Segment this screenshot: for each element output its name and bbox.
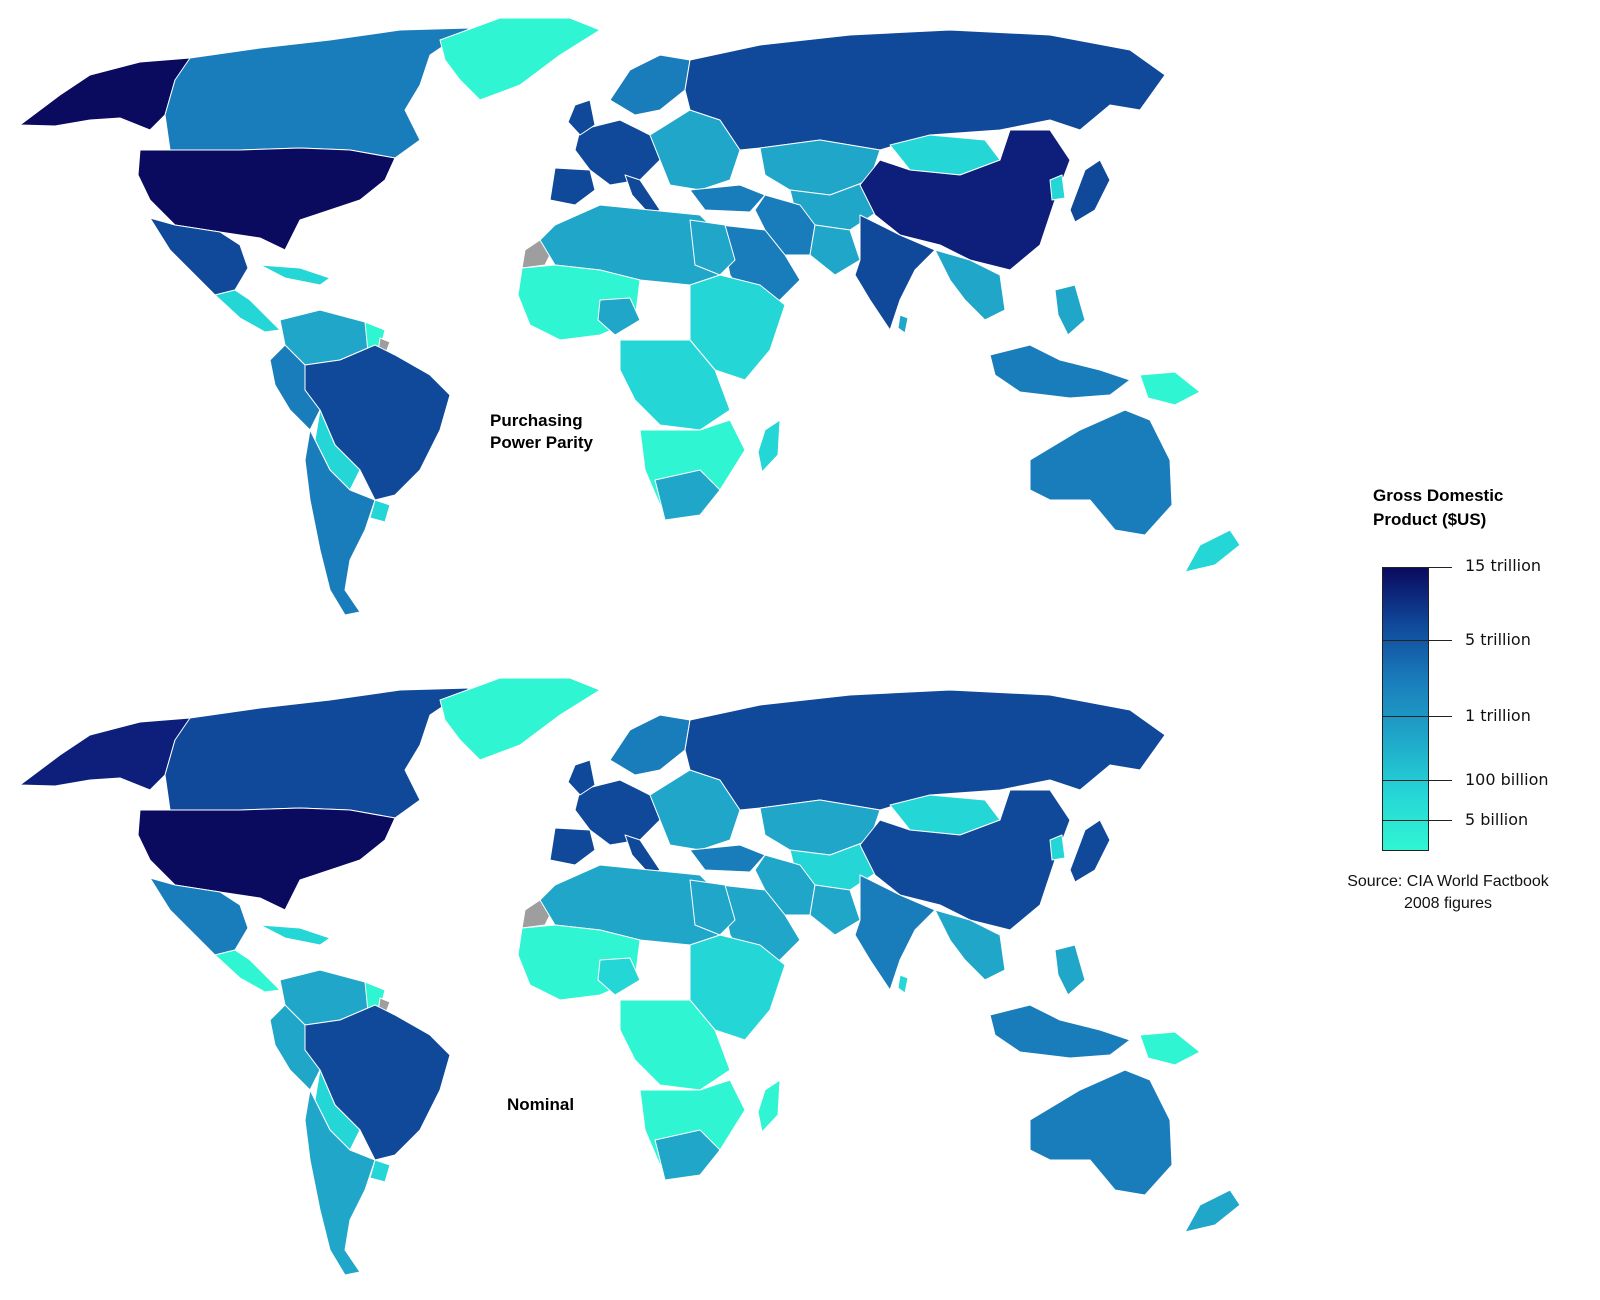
source-line1: Source: CIA World Factbook	[1347, 873, 1549, 890]
country-papua-new-guinea	[1139, 1031, 1201, 1066]
country-argentina	[304, 1089, 376, 1276]
country-usa	[137, 807, 396, 911]
country-nigeria	[597, 297, 641, 336]
country-afghanistan-pakistan	[809, 224, 861, 276]
country-south-africa	[654, 469, 721, 521]
legend-tick-label: 5 billion	[1465, 810, 1529, 829]
country-uruguay	[369, 1159, 391, 1183]
legend-tick-label: 1 trillion	[1465, 706, 1531, 725]
source-line2: 2008 figures	[1403, 895, 1493, 912]
country-indonesia	[989, 1004, 1131, 1059]
country-nigeria	[597, 957, 641, 996]
country-central-america	[214, 949, 281, 993]
country-scandinavia	[609, 54, 691, 116]
country-egypt	[689, 879, 736, 936]
country-korea	[1049, 174, 1066, 201]
country-uk	[567, 99, 596, 136]
map-label-ppp: Purchasing Power Parity	[490, 410, 593, 454]
world-map-ppp	[19, 17, 1241, 616]
legend-tick-label: 5 trillion	[1465, 630, 1531, 649]
country-indochina	[934, 909, 1006, 981]
map-label-ppp-line1: Purchasing	[490, 411, 583, 430]
country-australia	[1029, 1069, 1173, 1196]
country-japan	[1069, 819, 1111, 883]
country-caribbean	[259, 924, 331, 946]
country-south-africa	[654, 1129, 721, 1181]
country-mexico	[149, 217, 249, 296]
world-map-nominal	[19, 677, 1241, 1276]
country-russia	[684, 689, 1166, 811]
country-philippines	[1054, 284, 1086, 336]
map-label-ppp-line2: Power Parity	[490, 433, 593, 452]
legend-title-line1: Gross Domestic	[1373, 486, 1504, 505]
country-afghanistan-pakistan	[809, 884, 861, 936]
legend-title-line2: Product ($US)	[1373, 510, 1487, 529]
country-korea	[1049, 834, 1066, 861]
country-scandinavia	[609, 714, 691, 776]
country-caribbean	[259, 264, 331, 286]
legend-tick	[1382, 716, 1452, 717]
country-sri-lanka	[897, 974, 909, 994]
map-countries	[19, 17, 1241, 616]
country-usa	[137, 147, 396, 251]
country-indonesia	[989, 344, 1131, 399]
country-uruguay	[369, 499, 391, 523]
legend-tick-label: 15 trillion	[1465, 556, 1542, 575]
legend-tick	[1382, 567, 1452, 568]
country-iberia	[549, 827, 596, 866]
country-iran	[754, 854, 816, 916]
country-new-zealand	[1184, 529, 1241, 573]
country-canada	[164, 27, 471, 159]
country-philippines	[1054, 944, 1086, 996]
country-turkey	[689, 184, 766, 213]
country-turkey	[689, 844, 766, 873]
country-russia	[684, 29, 1166, 151]
country-greenland	[439, 17, 601, 101]
country-papua-new-guinea	[1139, 371, 1201, 406]
country-japan	[1069, 159, 1111, 223]
country-argentina	[304, 429, 376, 616]
country-indochina	[934, 249, 1006, 321]
country-india	[854, 214, 936, 331]
legend-tick-label: 100 billion	[1465, 770, 1549, 789]
legend-color-bar	[1382, 567, 1429, 851]
legend-title: Gross Domestic Product ($US)	[1373, 484, 1503, 532]
legend-tick	[1382, 820, 1452, 821]
country-uk	[567, 759, 596, 796]
map-label-nominal: Nominal	[507, 1095, 575, 1114]
map-countries	[19, 677, 1241, 1276]
country-sri-lanka	[897, 314, 909, 334]
country-india	[854, 874, 936, 991]
country-madagascar	[757, 419, 781, 473]
country-iran	[754, 194, 816, 256]
country-australia	[1029, 409, 1173, 536]
country-madagascar	[757, 1079, 781, 1133]
country-mexico	[149, 877, 249, 956]
legend-tick	[1382, 780, 1452, 781]
legend-tick	[1382, 640, 1452, 641]
country-greenland	[439, 677, 601, 761]
country-central-america	[214, 289, 281, 333]
country-canada	[164, 687, 471, 819]
country-egypt	[689, 219, 736, 276]
country-new-zealand	[1184, 1189, 1241, 1233]
country-iberia	[549, 167, 596, 206]
